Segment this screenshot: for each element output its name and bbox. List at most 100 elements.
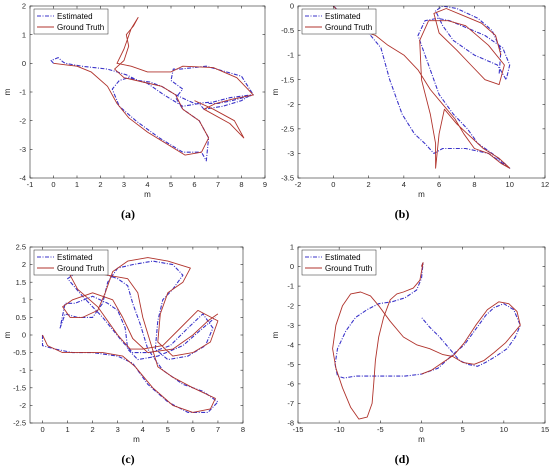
plot-area (41, 257, 219, 413)
series-line-estimated (332, 6, 511, 169)
y-tick-label: -1 (287, 51, 294, 60)
x-tick-label: 3 (122, 180, 126, 189)
x-tick-label: 6 (191, 425, 195, 434)
legend-label: Ground Truth (325, 23, 372, 32)
x-tick-label: 10 (500, 425, 508, 434)
panel-caption: (a) (121, 207, 135, 221)
y-tick-label: -2.5 (281, 124, 294, 133)
x-tick-label: 0 (419, 425, 423, 434)
y-tick-label: -1 (19, 366, 26, 375)
series-line-estimated (334, 262, 521, 379)
legend-box (301, 249, 377, 276)
x-axis-label: m (418, 190, 425, 199)
x-tick-label: 3 (116, 425, 120, 434)
y-tick-label: -0.5 (281, 26, 294, 35)
x-tick-label: 6 (437, 180, 441, 189)
y-tick-label: -3 (19, 145, 26, 154)
x-tick-label: 8 (472, 180, 476, 189)
x-axis-label: m (133, 435, 140, 444)
x-tick-label: 7 (216, 180, 220, 189)
plot-area (332, 6, 511, 169)
chart-panel-a: -1 0 1 2 3 4 5 6 7 8 9 -4 -3 -2 -1 0 1 2 m m Estimated Ground… (3, 2, 267, 221)
series-line-estimated (50, 57, 254, 162)
y-tick-label: 0 (290, 2, 294, 11)
series-line-ground-truth (332, 262, 521, 420)
y-tick-label: -2.5 (13, 419, 26, 428)
legend: Estimated Ground Truth (301, 249, 377, 276)
y-tick-label: -6 (287, 379, 294, 388)
chart-panel-d: -15 -10 -5 0 5 10 15-8-7-6-5-4-3-2-101mmEstima… (271, 243, 549, 466)
legend: Estimated Ground Truth (33, 8, 109, 35)
x-tick-label: 2 (91, 425, 95, 434)
y-tick-label: -2 (287, 100, 294, 109)
x-tick-label: 4 (402, 180, 406, 189)
y-tick-label: -3 (287, 321, 294, 330)
legend-label: Ground Truth (325, 264, 372, 273)
y-tick-label: -3.5 (281, 174, 294, 183)
x-tick-label: 1 (66, 425, 70, 434)
x-tick-label: 6 (192, 180, 196, 189)
y-tick-label: -4 (19, 174, 26, 183)
series-line-ground-truth (332, 6, 511, 169)
legend-box (33, 8, 109, 35)
x-tick-label: 0 (40, 425, 44, 434)
x-tick-label: 15 (541, 425, 549, 434)
axes-box (297, 5, 546, 179)
y-tick-label: -4 (287, 340, 294, 349)
plot-area (332, 262, 521, 420)
y-tick-label: 0 (22, 331, 26, 340)
y-axis-label: m (271, 331, 280, 338)
legend: Estimated Ground Truth (301, 8, 377, 35)
plot-area (50, 17, 254, 162)
x-tick-label: 1 (75, 180, 79, 189)
panel-caption: (b) (395, 207, 410, 221)
x-tick-label: 7 (216, 425, 220, 434)
x-tick-label: -5 (377, 425, 384, 434)
x-tick-label: 5 (461, 425, 465, 434)
x-axis-label: m (144, 190, 151, 199)
x-tick-label: 2 (366, 180, 370, 189)
chart-panel-c: 0 1 2 3 4 5 6 7 8 -2.5 -2 -1.5 -1 -0.5 0 0.5 1 1.5 2 2.5 m m E… (3, 243, 245, 466)
x-tick-label: 4 (141, 425, 145, 434)
y-tick-label: -0.5 (13, 348, 26, 357)
y-tick-label: -1.5 (281, 75, 294, 84)
legend-label: Ground Truth (57, 264, 104, 273)
x-tick-label: -2 (295, 180, 302, 189)
y-tick-label: 1 (290, 243, 294, 252)
series-line-estimated (41, 260, 219, 413)
y-axis-label: m (3, 88, 12, 95)
y-tick-label: 0 (22, 59, 26, 68)
x-tick-label: 8 (241, 425, 245, 434)
legend-label: Estimated (57, 253, 93, 262)
series-line-ground-truth (42, 257, 219, 413)
chart-panel-b: -2 0 2 4 6 8 10 12 -3.5 -3 -2.5 -2 -1.5 -1 -0.5 0 m m Esti… (271, 2, 549, 221)
y-tick-label: -5 (287, 360, 294, 369)
x-tick-label: 2 (98, 180, 102, 189)
y-axis-label: m (271, 88, 280, 95)
x-tick-label: 12 (541, 180, 549, 189)
x-tick-label: 0 (331, 180, 335, 189)
y-tick-label: -2 (287, 301, 294, 310)
legend-label: Estimated (325, 253, 361, 262)
y-tick-label: -1.5 (13, 383, 26, 392)
legend-label: Ground Truth (57, 23, 104, 32)
x-tick-label: 9 (263, 180, 267, 189)
x-tick-label: -1 (27, 180, 34, 189)
x-tick-label: 10 (506, 180, 514, 189)
legend-label: Estimated (57, 12, 93, 21)
x-tick-label: 4 (145, 180, 149, 189)
y-tick-label: -3 (287, 149, 294, 158)
legend-box (33, 249, 109, 276)
y-axis-label: m (3, 331, 12, 338)
x-tick-label: 8 (239, 180, 243, 189)
x-tick-label: 5 (169, 180, 173, 189)
series-line-ground-truth (53, 17, 254, 156)
y-tick-label: 1 (22, 295, 26, 304)
y-tick-label: 1 (22, 30, 26, 39)
x-axis-label: m (418, 435, 425, 444)
y-tick-label: -7 (287, 399, 294, 408)
y-tick-label: 2 (22, 260, 26, 269)
y-tick-label: -2 (19, 116, 26, 125)
y-tick-label: 1.5 (16, 278, 26, 287)
